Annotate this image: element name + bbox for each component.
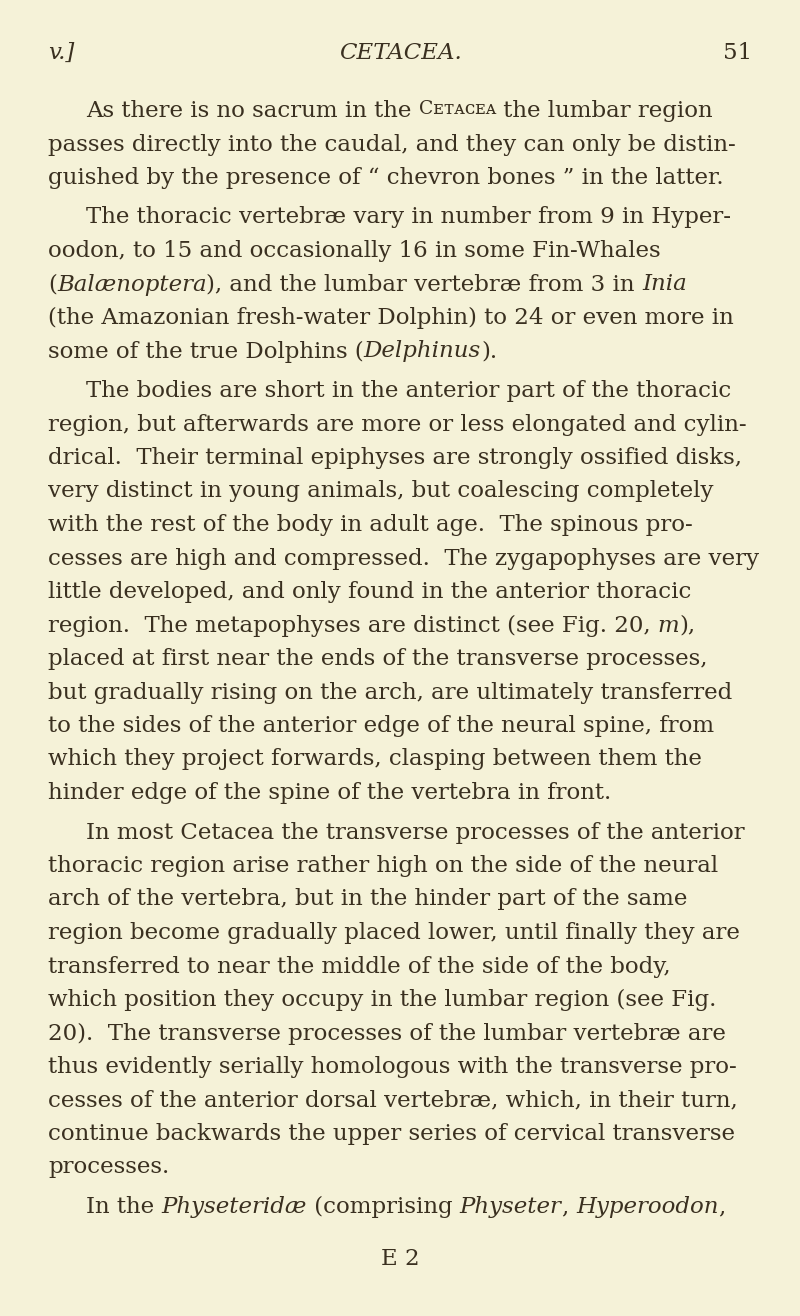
- Text: oodon, to 15 and occasionally 16 in some Fin-Whales: oodon, to 15 and occasionally 16 in some…: [48, 240, 661, 262]
- Text: The thoracic vertebræ vary in number from 9 in Hyper-: The thoracic vertebræ vary in number fro…: [86, 207, 731, 229]
- Text: which they project forwards, clasping between them the: which they project forwards, clasping be…: [48, 749, 702, 770]
- Text: (comprising: (comprising: [306, 1196, 460, 1219]
- Text: The bodies are short in the anterior part of the thoracic: The bodies are short in the anterior par…: [86, 380, 731, 401]
- Text: region.  The metapophyses are distinct (see Fig. 20,: region. The metapophyses are distinct (s…: [48, 615, 658, 637]
- Text: hinder edge of the spine of the vertebra in front.: hinder edge of the spine of the vertebra…: [48, 782, 611, 804]
- Text: CETACEA.: CETACEA.: [338, 42, 462, 64]
- Text: In the: In the: [86, 1196, 162, 1219]
- Text: cesses of the anterior dorsal vertebræ, which, in their turn,: cesses of the anterior dorsal vertebræ, …: [48, 1090, 738, 1112]
- Text: thoracic region arise rather high on the side of the neural: thoracic region arise rather high on the…: [48, 855, 718, 876]
- Text: little developed, and only found in the anterior thoracic: little developed, and only found in the …: [48, 580, 691, 603]
- Text: placed at first near the ends of the transverse processes,: placed at first near the ends of the tra…: [48, 647, 707, 670]
- Text: Balænoptera: Balænoptera: [57, 274, 206, 296]
- Text: ).: ).: [481, 341, 497, 362]
- Text: Hyperoodon: Hyperoodon: [576, 1196, 718, 1219]
- Text: passes directly into the caudal, and they can only be distin-: passes directly into the caudal, and the…: [48, 133, 736, 155]
- Text: to the sides of the anterior edge of the neural spine, from: to the sides of the anterior edge of the…: [48, 715, 714, 737]
- Text: region become gradually placed lower, until finally they are: region become gradually placed lower, un…: [48, 923, 740, 944]
- Text: continue backwards the upper series of cervical transverse: continue backwards the upper series of c…: [48, 1123, 735, 1145]
- Text: cesses are high and compressed.  The zygapophyses are very: cesses are high and compressed. The zyga…: [48, 547, 759, 570]
- Text: but gradually rising on the arch, are ultimately transferred: but gradually rising on the arch, are ul…: [48, 682, 732, 704]
- Text: arch of the vertebra, but in the hinder part of the same: arch of the vertebra, but in the hinder …: [48, 888, 687, 911]
- Text: Delphinus: Delphinus: [364, 341, 481, 362]
- Text: (the Amazonian fresh-water Dolphin) to 24 or even more in: (the Amazonian fresh-water Dolphin) to 2…: [48, 307, 734, 329]
- Text: ),: ),: [680, 615, 696, 637]
- Text: Inia: Inia: [642, 274, 687, 296]
- Text: some of the true Dolphins (: some of the true Dolphins (: [48, 341, 364, 363]
- Text: processes.: processes.: [48, 1157, 170, 1179]
- Text: ), and the lumbar vertebræ from 3 in: ), and the lumbar vertebræ from 3 in: [206, 274, 642, 296]
- Text: with the rest of the body in adult age.  The spinous pro-: with the rest of the body in adult age. …: [48, 515, 693, 536]
- Text: (: (: [48, 274, 57, 296]
- Text: ,: ,: [718, 1196, 726, 1219]
- Text: 51: 51: [723, 42, 752, 64]
- Text: Physeter: Physeter: [460, 1196, 562, 1219]
- Text: ,: ,: [562, 1196, 576, 1219]
- Text: As there is no sacrum in the: As there is no sacrum in the: [86, 100, 418, 122]
- Text: In most Cetacea the transverse processes of the anterior: In most Cetacea the transverse processes…: [86, 821, 745, 844]
- Text: thus evidently serially homologous with the transverse pro-: thus evidently serially homologous with …: [48, 1055, 737, 1078]
- Text: 20).  The transverse processes of the lumbar vertebræ are: 20). The transverse processes of the lum…: [48, 1023, 726, 1045]
- Text: transferred to near the middle of the side of the body,: transferred to near the middle of the si…: [48, 955, 670, 978]
- Text: m: m: [658, 615, 680, 637]
- Text: v.]: v.]: [48, 42, 74, 64]
- Text: which position they occupy in the lumbar region (see Fig.: which position they occupy in the lumbar…: [48, 990, 716, 1011]
- Text: guished by the presence of “ chevron bones ” in the latter.: guished by the presence of “ chevron bon…: [48, 167, 724, 190]
- Text: region, but afterwards are more or less elongated and cylin-: region, but afterwards are more or less …: [48, 413, 746, 436]
- Text: Physeteridæ: Physeteridæ: [162, 1196, 306, 1219]
- Text: E 2: E 2: [381, 1248, 419, 1270]
- Text: very distinct in young animals, but coalescing completely: very distinct in young animals, but coal…: [48, 480, 714, 503]
- Text: Cᴇᴛᴀᴄᴇᴀ: Cᴇᴛᴀᴄᴇᴀ: [418, 100, 496, 118]
- Text: drical.  Their terminal epiphyses are strongly ossified disks,: drical. Their terminal epiphyses are str…: [48, 447, 742, 468]
- Text: the lumbar region: the lumbar region: [496, 100, 713, 122]
